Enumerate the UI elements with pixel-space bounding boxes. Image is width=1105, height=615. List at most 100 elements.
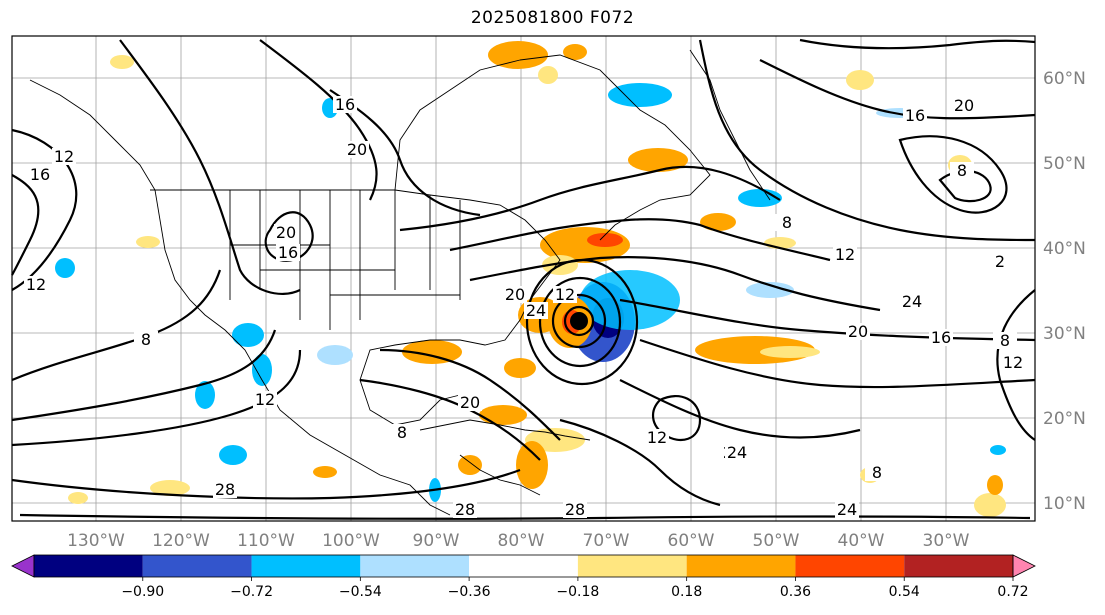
positive-patch: [846, 70, 874, 90]
latitude-label: 50°N: [1043, 154, 1086, 174]
contour-label: 12: [555, 285, 575, 304]
colorbar-tick-label: 0.18: [671, 584, 702, 600]
map-title: 2025081800 F072: [470, 8, 635, 28]
contour-label: 16: [905, 106, 925, 125]
colorbar-tick-label: −0.90: [121, 584, 164, 600]
contour-label: 8: [141, 330, 151, 349]
negative-patch: [252, 354, 272, 386]
contour-label-bg: [553, 286, 577, 303]
contour-label-bg: [503, 286, 527, 303]
negative-patch: [195, 381, 215, 409]
contour-label: 8: [872, 463, 882, 482]
positive-patch: [488, 41, 548, 69]
contour-label-bg: [213, 481, 237, 498]
positive-patch: [538, 66, 558, 84]
positive-patch: [563, 44, 587, 60]
contour-label-bg: [24, 276, 48, 293]
contour-label-bg: [865, 464, 889, 481]
contour-label: 28: [455, 500, 475, 519]
positive-patch: [136, 236, 160, 248]
longitude-label: 80°W: [498, 531, 545, 551]
contour-label-bg: [253, 391, 277, 408]
contour-label-bg: [274, 224, 298, 241]
contour-label-bg: [725, 444, 749, 461]
contour-label-bg: [929, 329, 953, 346]
contour-label: 20: [954, 96, 974, 115]
colorbar-segment: [142, 555, 252, 577]
positive-patch: [458, 455, 482, 475]
colorbar-tick-label: 0.36: [780, 584, 811, 600]
contour-label: 12: [26, 275, 46, 294]
contour-label: 16: [931, 328, 951, 347]
contour-label-bg: [950, 162, 974, 179]
contour-label-bg: [952, 97, 976, 114]
contour-label: 2: [995, 252, 1005, 271]
contour-label-bg: [276, 244, 300, 261]
colorbar-tick-label: −0.72: [230, 584, 273, 600]
longitude-label: 130°W: [67, 531, 125, 551]
contour-label: 16: [30, 165, 50, 184]
contour-label: 20: [505, 285, 525, 304]
positive-patch: [628, 148, 688, 172]
contour-label: 8: [397, 423, 407, 442]
contour-label: 8: [782, 213, 792, 232]
negative-patch: [608, 83, 672, 107]
contour-label: 24: [902, 292, 922, 311]
colorbar-segment: [904, 555, 1013, 577]
contour-label-bg: [134, 331, 158, 348]
colorbar-segment: [360, 555, 470, 577]
colorbar-border: [33, 554, 1014, 578]
map-panel: 1620121612201612812202488282828241220241…: [11, 35, 1036, 522]
latitude-label: 10°N: [1043, 494, 1086, 514]
positive-patch: [504, 358, 536, 378]
map-border: [11, 35, 1036, 522]
colorbar-segment: [251, 555, 361, 577]
contour-label-bg: [903, 107, 927, 124]
negative-patch: [317, 345, 353, 365]
colorbar-segment: [795, 555, 905, 577]
contour-label: 28: [215, 480, 235, 499]
contour-label-bg: [333, 96, 357, 113]
negative-patch: [55, 258, 75, 278]
longitude-label: 70°W: [583, 531, 630, 551]
contour-label-bg: [846, 323, 870, 340]
contour-label: 16: [335, 95, 355, 114]
colorbar-tick-label: −0.54: [339, 584, 382, 600]
longitude-label: 120°W: [152, 531, 210, 551]
contour-label-bg: [52, 148, 76, 165]
contour-label: 12: [647, 428, 667, 447]
contour-label: 20: [276, 223, 296, 242]
contour-label-bg: [458, 394, 482, 411]
colorbar-segment: [34, 555, 143, 577]
positive-patch: [974, 493, 1006, 517]
positive-patch: [150, 480, 190, 496]
contour-lines: [11, 38, 1036, 520]
contour-label: 8: [957, 161, 967, 180]
colorbar-segment: [469, 555, 578, 577]
negative-patch: [219, 445, 247, 465]
positive-core: [587, 233, 623, 247]
contour-label: 8: [1000, 331, 1010, 350]
longitude-label: 40°W: [838, 531, 885, 551]
contour-label-bg: [645, 429, 669, 446]
colorbar-segment: [577, 555, 687, 577]
longitude-label: 50°W: [753, 531, 800, 551]
contour-label: 20: [848, 322, 868, 341]
colorbar-tick-label: −0.18: [556, 584, 599, 600]
latitude-label: 30°N: [1043, 324, 1086, 344]
contour-label: 12: [835, 245, 855, 264]
positive-patch: [760, 346, 820, 358]
contour-label: 24: [727, 443, 747, 462]
negative-patch: [232, 323, 264, 347]
negative-patch: [990, 445, 1006, 455]
colorbar-extend-low: [11, 554, 35, 578]
storm-center-marker: [570, 312, 588, 330]
positive-patch: [700, 213, 736, 231]
longitude-labels: 130°W 120°W 110°W 100°W 90°W 80°W 70°W 60°W 50°W…: [67, 531, 970, 551]
colorbar-tick-label: −0.36: [448, 584, 491, 600]
contour-label-bg: [988, 253, 1012, 270]
contour-label-bg: [835, 501, 859, 518]
contour-label: 24: [837, 500, 857, 519]
contour-label-bg: [563, 501, 587, 518]
colorbar-tick-label: 0.72: [997, 584, 1028, 600]
